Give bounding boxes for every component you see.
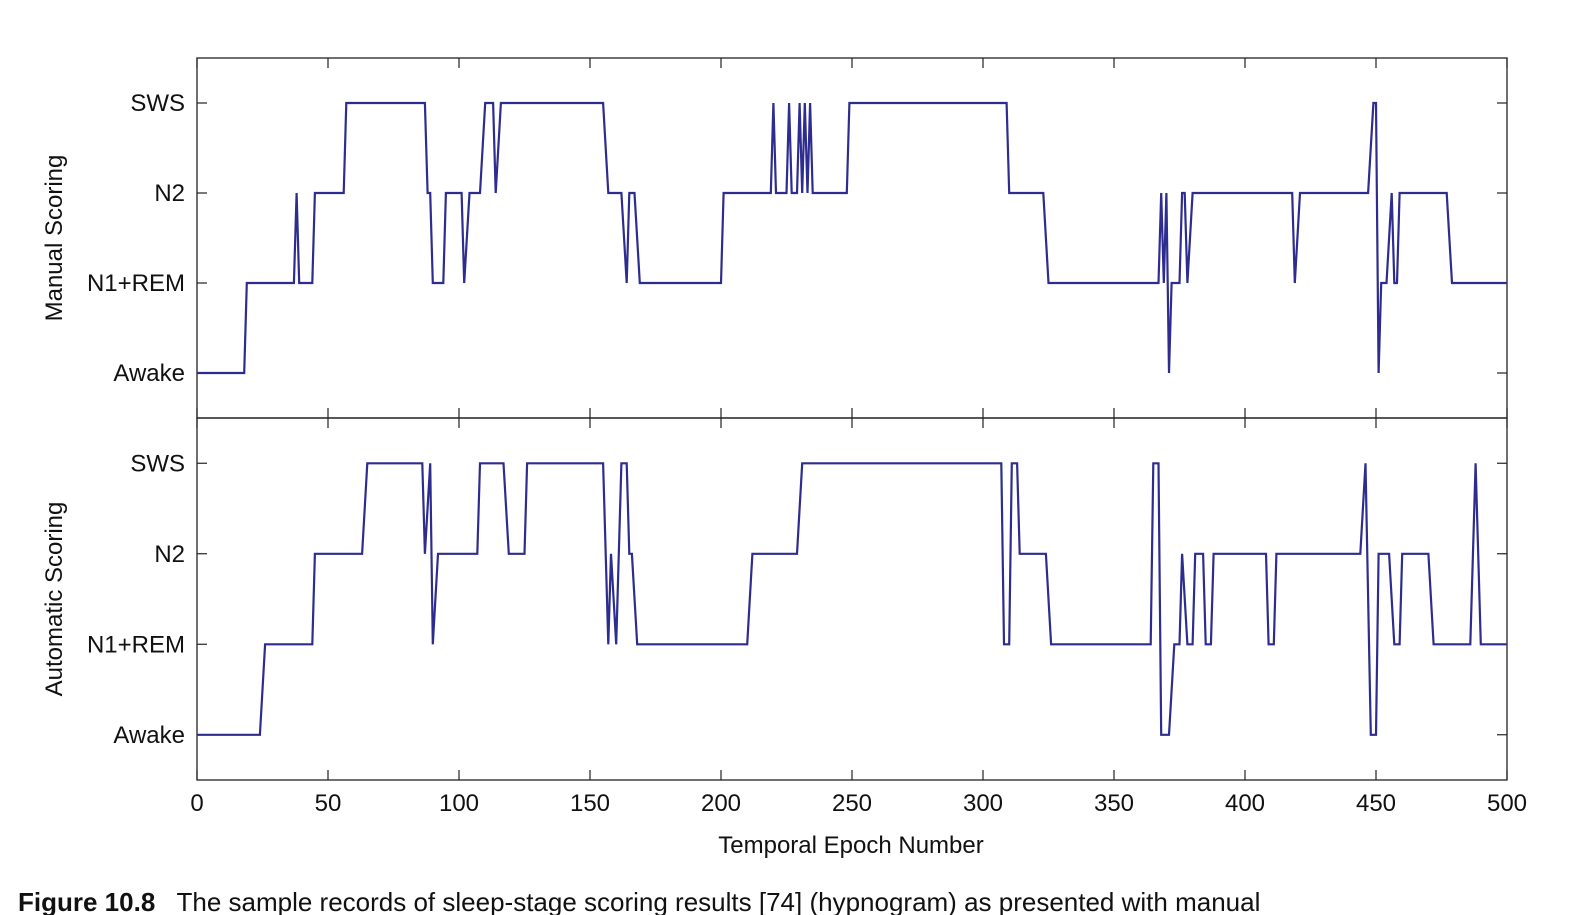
y-axis-label: Automatic Scoring [41, 502, 68, 697]
y-tick-label: Awake [113, 360, 185, 387]
y-tick-label: N1+REM [87, 631, 185, 658]
x-tick-label: 200 [701, 790, 741, 817]
x-tick-label: 50 [315, 790, 342, 817]
caption-text: The sample records of sleep-stage scorin… [176, 887, 1261, 915]
x-tick-label: 350 [1094, 790, 1134, 817]
x-tick-label: 450 [1356, 790, 1396, 817]
x-tick-label: 300 [963, 790, 1003, 817]
y-tick-label: N1+REM [87, 270, 185, 297]
y-tick-label: SWS [130, 450, 185, 477]
figure-caption: Figure 10.8 The sample records of sleep-… [18, 880, 1578, 915]
x-tick-label: 400 [1225, 790, 1265, 817]
hypnogram-line [197, 101, 1507, 375]
plot-frame [196, 57, 1508, 419]
hypnogram-line [197, 462, 1507, 736]
y-tick-label: SWS [130, 90, 185, 117]
plot-frame [196, 417, 1508, 781]
x-axis-label: Temporal Epoch Number [718, 832, 983, 859]
y-tick-label: N2 [154, 541, 185, 568]
x-tick-label: 150 [570, 790, 610, 817]
y-axis-label: Manual Scoring [41, 155, 68, 322]
automatic-scoring-panel: Awake N1+REM N2 SWS Automatic Scoring [41, 417, 1508, 781]
caption-label: Figure 10.8 [18, 887, 156, 915]
x-tick-label: 100 [439, 790, 479, 817]
manual-scoring-panel: Awake N1+REM N2 SWS Manual Scoring [41, 57, 1508, 419]
x-axis: Temporal Epoch Number 0 50 100 150 200 250 300… [190, 790, 1527, 859]
x-tick-label: 0 [190, 790, 203, 817]
x-tick-label: 500 [1487, 790, 1527, 817]
hypnogram-figure: Awake N1+REM N2 SWS Manual Scoring Awake N1+R… [41, 57, 1527, 859]
y-tick-label: Awake [113, 722, 185, 749]
y-tick-label: N2 [154, 180, 185, 207]
x-tick-label: 250 [832, 790, 872, 817]
